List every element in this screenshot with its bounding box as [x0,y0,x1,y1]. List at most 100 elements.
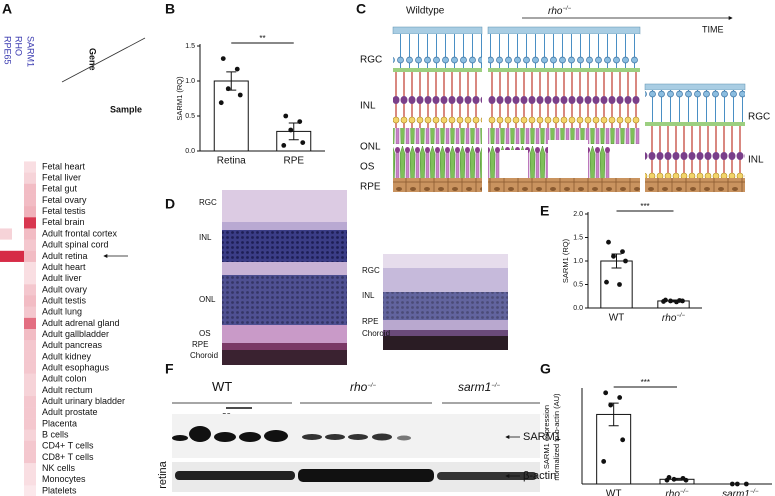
heatmap-cell [24,384,36,397]
heatmap-cell [12,441,24,452]
heatmap-cell [0,240,12,251]
data-point [225,86,231,92]
panel-label: C [356,1,366,17]
heatmap-cell [12,407,24,418]
data-point [297,119,303,124]
heatmap-cell [24,340,36,352]
error-bar [288,122,299,141]
y-tick-label: 0.0 [573,305,583,312]
heatmap-cell [0,374,12,385]
data-point [281,143,287,148]
layer-label: ONL [199,295,216,304]
data-point [601,459,607,464]
heatmap-cell [0,430,12,441]
heatmap-cell [12,396,24,407]
y-axis-label: SARM1 (RQ) [175,76,184,121]
heatmap-cell [24,306,36,318]
heatmap-cell [12,307,24,318]
category-label: WT [609,313,625,324]
data-point [668,298,673,304]
sample-label: Adult lung [42,307,82,317]
category-label: Retina [217,156,246,167]
panel-label: B [165,1,175,17]
data-point [603,390,609,396]
name: sarm1 [722,489,750,496]
sample-label: B cells [42,430,69,440]
layer-label: INL [360,101,376,112]
heatmap-cell [0,474,12,485]
sample-label: Fetal heart [42,161,86,171]
heatmap-cell [0,217,12,228]
category-label: sarm1−/− [722,489,759,496]
heatmap-cell [0,407,12,418]
gene-label: RHO [14,36,24,56]
y-tick-label: 0.5 [185,113,195,120]
y-tick-label: 1.0 [573,258,583,265]
diagonal [61,37,146,83]
data-point [608,402,614,408]
heatmap-cell [0,195,12,206]
heatmap-cell [0,206,12,217]
heatmap-cell [0,385,12,396]
heatmap-cell [24,485,36,496]
layer-label: INL [199,233,212,242]
heatmap-cell [12,363,24,374]
y-axis-label: normalized to b-actin (AU) [552,393,561,481]
tissue-label: retina [157,460,169,488]
layer-label: RPE [362,317,378,326]
layer-label: RGC [199,198,217,207]
heatmap-cell [12,273,24,284]
heatmap-cell [0,485,12,496]
data-point [674,299,679,305]
sample-label: Adult kidney [42,351,92,361]
superscript: −/− [562,6,571,12]
sample-label: Adult liver [42,273,82,283]
sample-label: Adult prostate [42,407,98,417]
heatmap-cell [24,418,36,430]
category-label: rho−/− [665,489,689,496]
sample-label: Fetal testis [42,206,86,216]
heatmap-cell [24,396,36,408]
heatmap-cell [24,161,36,173]
heatmap-cell [12,173,24,184]
sample-label: Adult rectum [42,385,93,395]
panel-label: D [165,196,175,212]
heatmap-cell [0,441,12,452]
sample-label: Adult heart [42,262,86,272]
data-point [743,481,749,487]
heatmap-cell [12,318,24,329]
sample-label: Platelets [42,485,77,495]
heatmap-cell [0,295,12,306]
y-tick-label: 1.5 [185,43,195,50]
y-tick-label: 2.0 [573,211,583,218]
significance-label: ** [259,34,265,43]
heatmap-cell [24,317,36,329]
gene-labels: RPE65 RHO SARM1 [3,36,36,67]
heatmap-cell [0,318,12,329]
data-point [300,140,306,146]
superscript: −/− [676,313,685,319]
heatmap-cell [24,194,36,207]
wildtype-label: Wildtype [406,6,445,17]
heatmap-cell [12,161,24,172]
data-point [620,437,626,443]
y-tick-label: 0.5 [573,281,583,288]
name: rho [350,380,368,394]
heatmap-cell [24,250,36,262]
blot [172,414,540,492]
panel-label: A [2,1,12,17]
sample-label: Adult colon [42,374,87,384]
heatmap-cell [12,217,24,228]
data-point [683,477,689,483]
heatmap-cell [24,474,36,486]
retina-wt [392,26,483,192]
sample-label: Fetal gut [42,184,78,194]
heatmap-cell [24,429,36,441]
heatmap-cell [0,250,12,262]
panel-label: E [540,203,549,219]
y-tick-label: 0.0 [185,148,195,155]
heatmap-cell [0,329,12,340]
y-axis-label: SARM1 (RQ) [561,238,570,283]
heatmap-cell [24,172,36,184]
